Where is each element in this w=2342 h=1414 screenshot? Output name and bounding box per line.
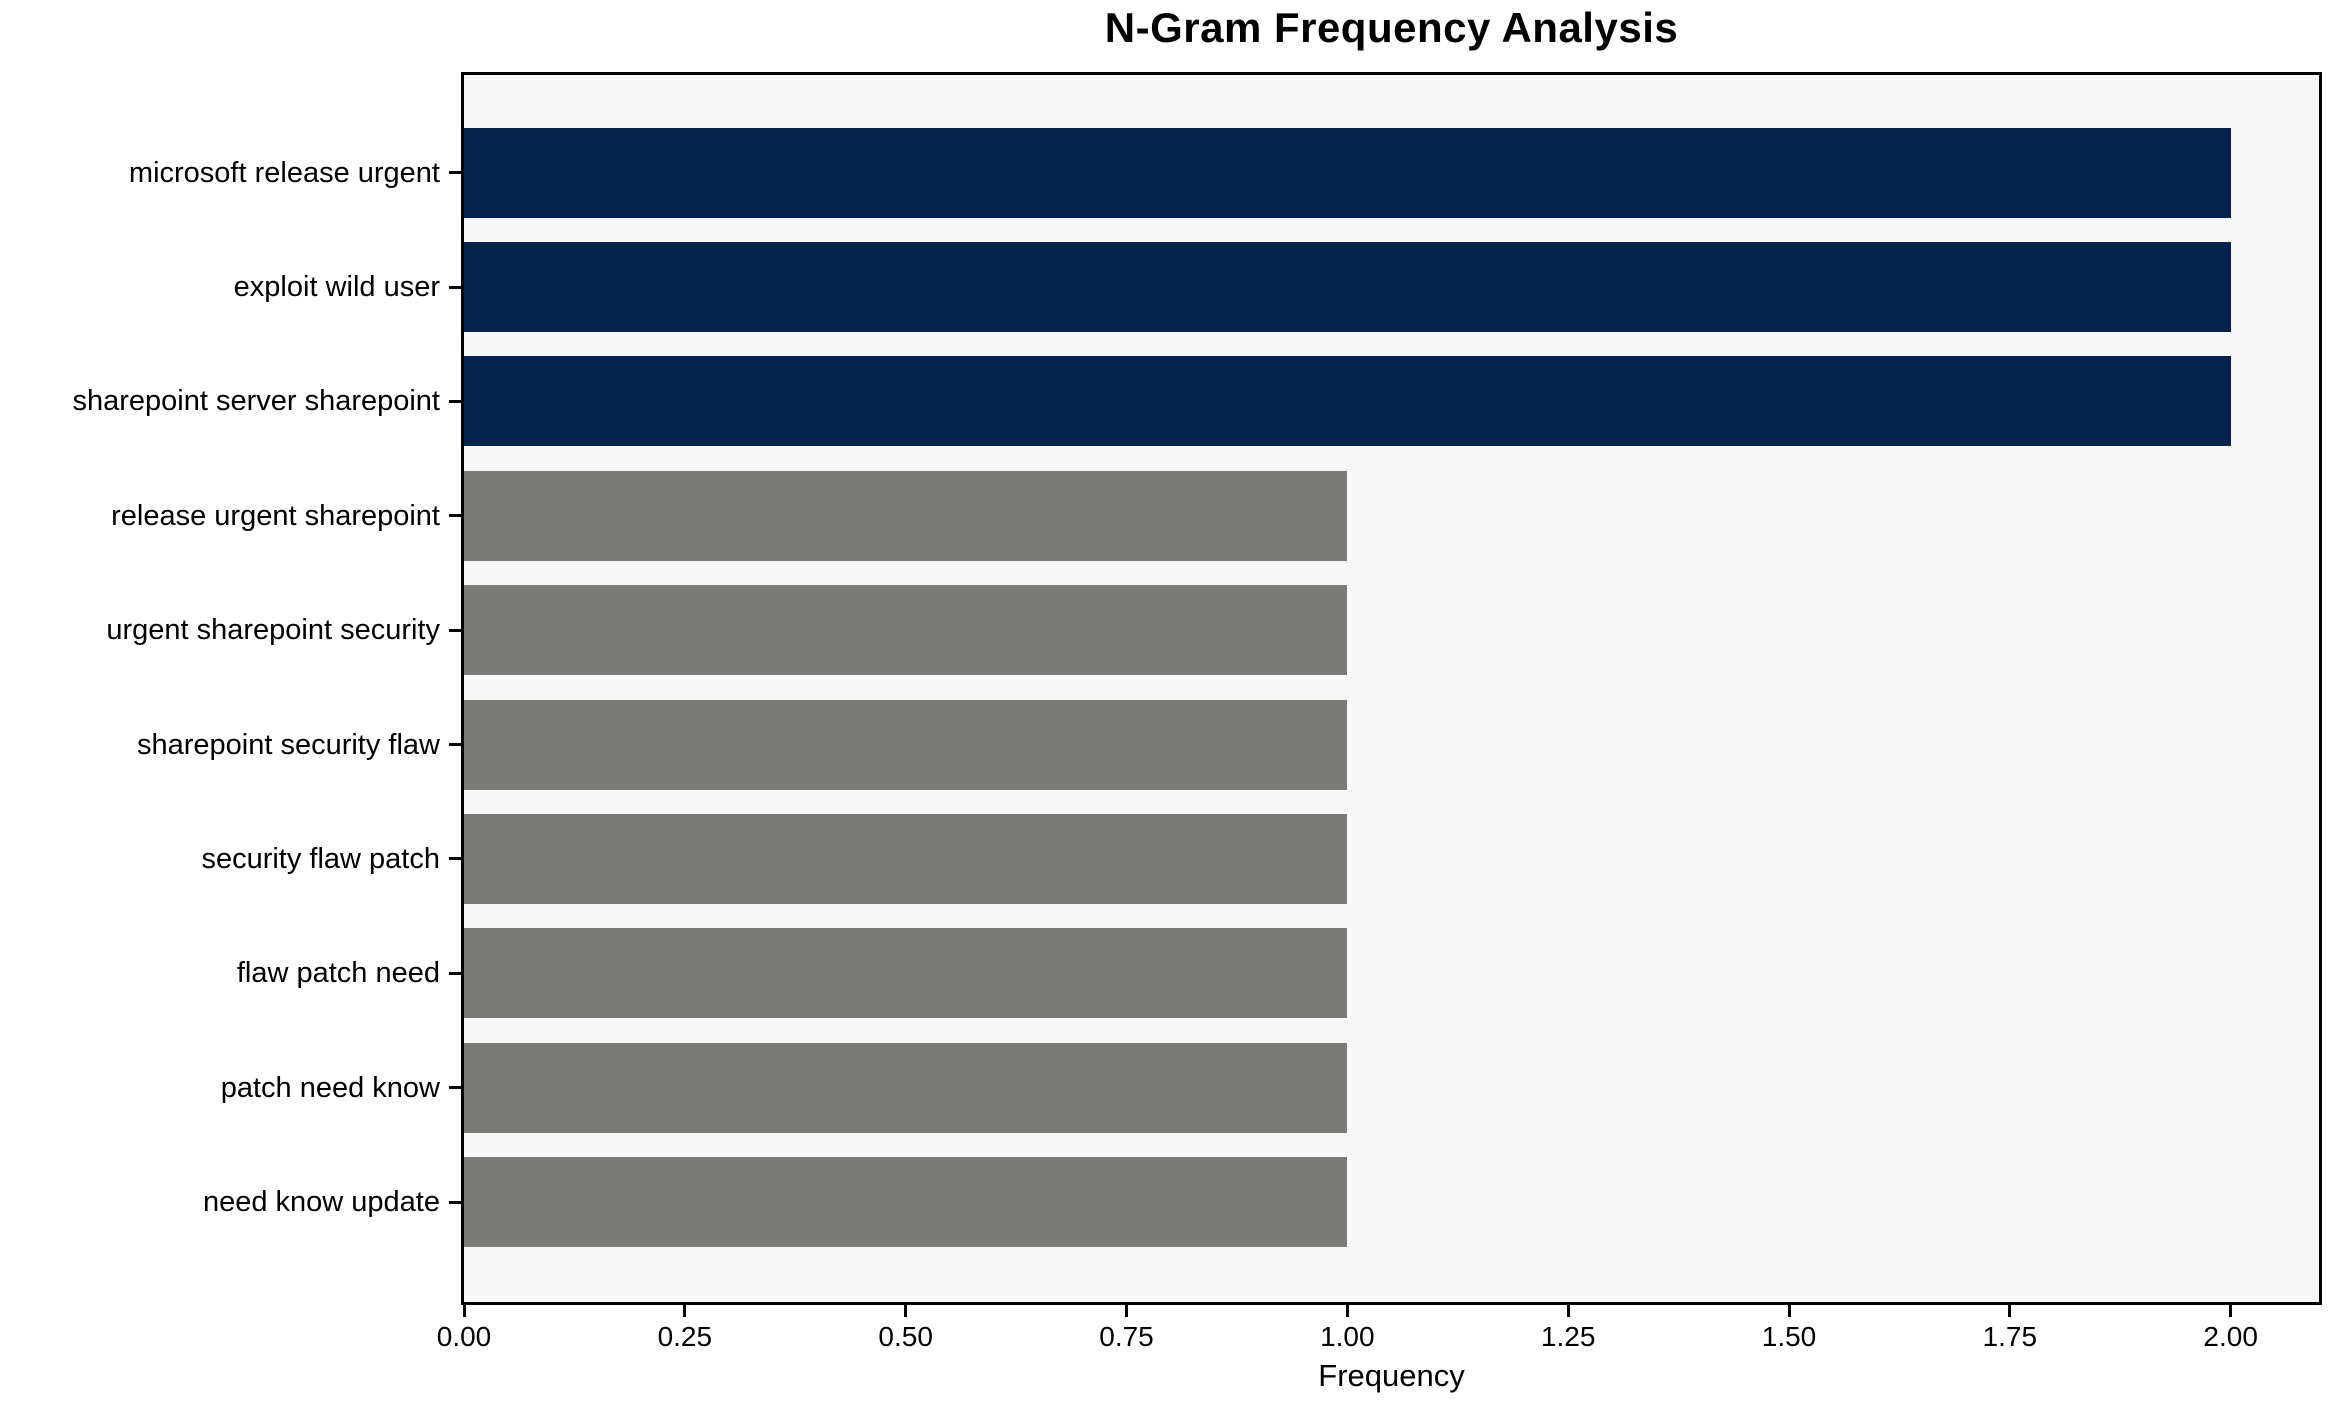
bar — [464, 699, 1348, 790]
y-tick-label: sharepoint server sharepoint — [72, 385, 440, 418]
bar — [464, 813, 1348, 904]
x-tick-mark — [2229, 1305, 2233, 1317]
x-tick-mark — [1787, 1305, 1791, 1317]
y-tick-label: microsoft release urgent — [128, 156, 440, 189]
y-tick-label: sharepoint security flaw — [136, 728, 440, 761]
x-tick-label: 1.50 — [1761, 1321, 1817, 1352]
bar — [464, 585, 1348, 676]
x-axis-label: Frequency — [1318, 1358, 1465, 1393]
chart-title: N-Gram Frequency Analysis — [1104, 4, 1679, 51]
bar — [464, 1157, 1348, 1248]
x-tick-label: 1.75 — [1982, 1321, 2038, 1352]
y-tick-mark — [449, 285, 461, 289]
x-tick-label: 0.50 — [878, 1321, 933, 1352]
x-tick-mark — [904, 1305, 908, 1317]
x-tick-mark — [462, 1305, 466, 1317]
y-tick-label: security flaw patch — [201, 842, 440, 875]
y-tick-mark — [449, 399, 461, 403]
y-tick-label: flaw patch need — [236, 957, 440, 990]
y-tick-mark — [449, 857, 461, 861]
bar — [464, 470, 1348, 561]
bar — [464, 127, 2231, 218]
x-tick-mark — [1566, 1305, 1570, 1317]
bar — [464, 356, 2231, 447]
y-tick-label: need know update — [202, 1186, 440, 1219]
bar — [464, 1042, 1348, 1133]
y-tick-label: urgent sharepoint security — [106, 614, 440, 647]
bar — [464, 928, 1348, 1019]
plot-area — [461, 72, 2322, 1305]
x-tick-mark — [1345, 1305, 1349, 1317]
x-tick-label: 0.75 — [1099, 1321, 1154, 1352]
x-tick-mark — [683, 1305, 687, 1317]
y-tick-mark — [449, 1086, 461, 1090]
x-tick-label: 0.25 — [657, 1321, 713, 1352]
y-tick-mark — [449, 971, 461, 975]
y-tick-mark — [449, 171, 461, 175]
x-tick-mark — [2008, 1305, 2012, 1317]
y-tick-mark — [449, 743, 461, 747]
y-tick-label: patch need know — [220, 1071, 440, 1104]
y-tick-label: release urgent sharepoint — [111, 499, 440, 532]
x-tick-label: 1.25 — [1540, 1321, 1596, 1352]
x-tick-mark — [1125, 1305, 1128, 1317]
y-tick-mark — [449, 628, 461, 632]
y-tick-label: exploit wild user — [233, 271, 440, 304]
x-tick-label: 1.00 — [1320, 1321, 1375, 1352]
y-tick-mark — [449, 1200, 461, 1204]
bar — [464, 242, 2231, 333]
y-tick-mark — [449, 514, 461, 518]
x-tick-label: 2.00 — [2203, 1321, 2258, 1352]
x-tick-label: 0.00 — [436, 1321, 492, 1352]
